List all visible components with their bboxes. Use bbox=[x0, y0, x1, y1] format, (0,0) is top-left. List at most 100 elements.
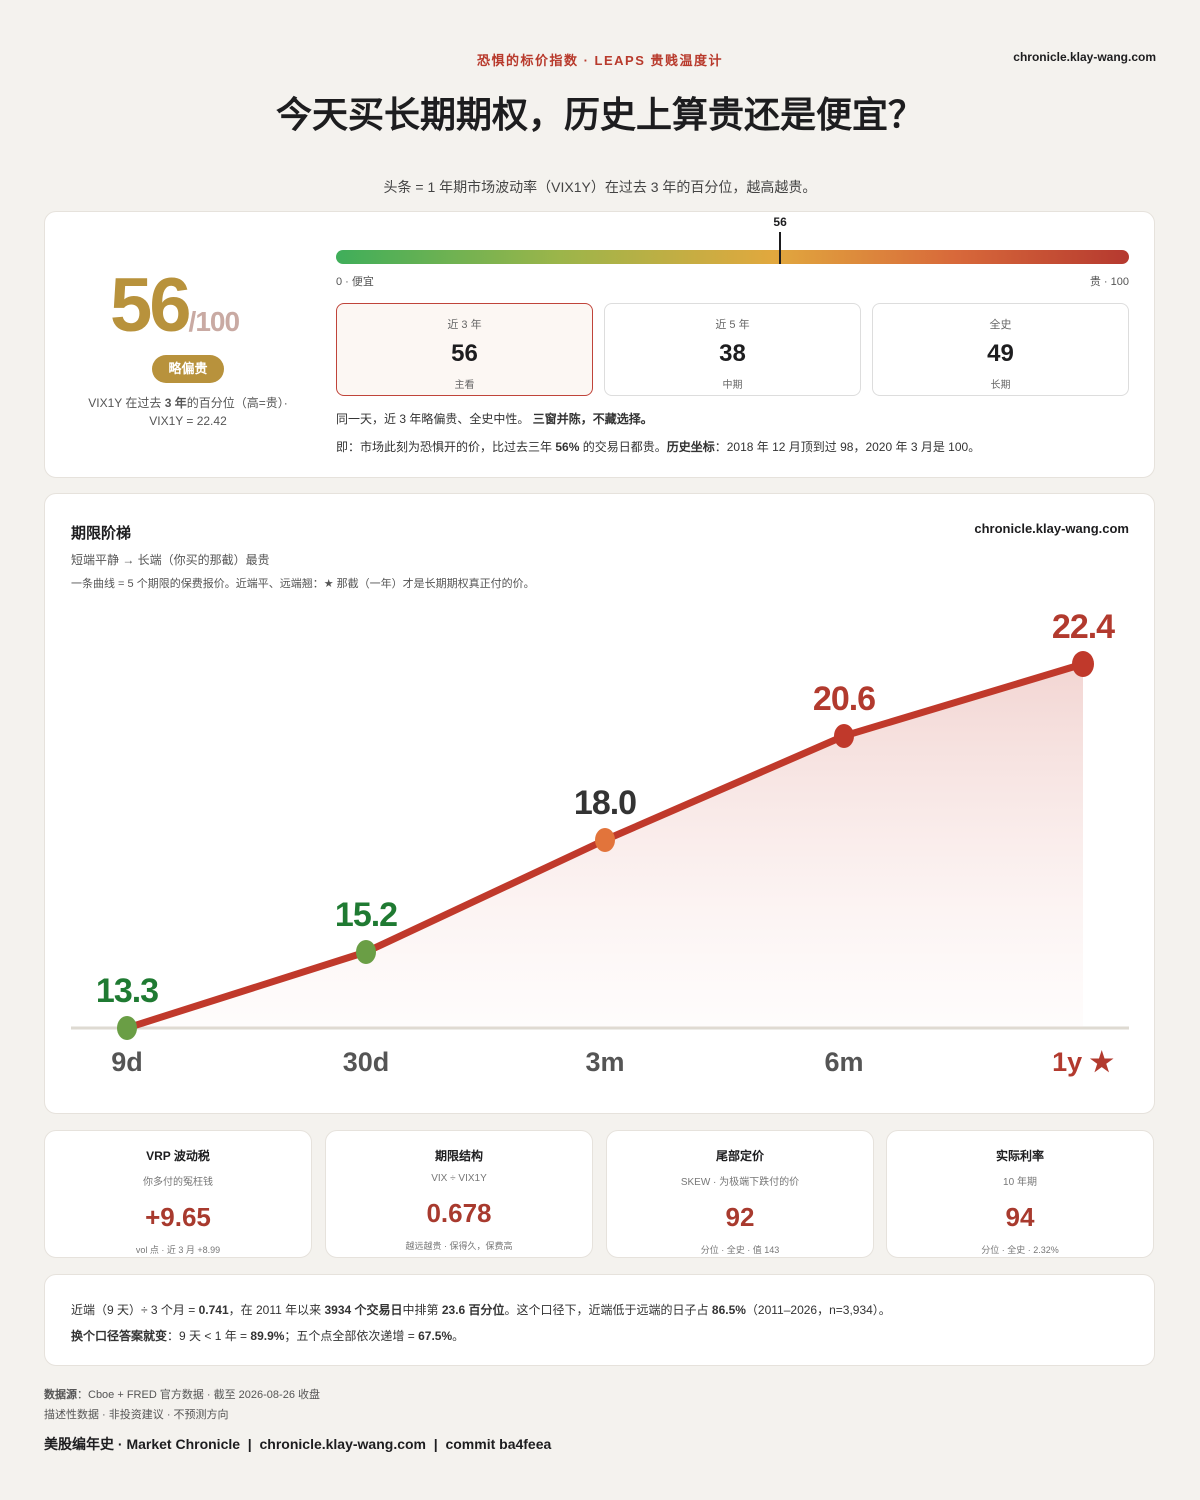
fn-bold: 0.741 bbox=[198, 1303, 229, 1317]
stat-sub: SKEW · 为极端下跌付的价 bbox=[680, 1177, 800, 1188]
source-text: ：Cboe + FRED 官方数据 · 截至 2026-08-26 收盘 bbox=[77, 1389, 320, 1401]
data-point bbox=[1072, 651, 1094, 677]
data-label: 15.2 bbox=[335, 896, 397, 934]
caption-bold: 3 年 bbox=[164, 396, 187, 410]
footnote-line-2: 换个口径答案就变：9 天 < 1 年 = 89.9%；五个点全部依次递增 = 6… bbox=[71, 1327, 464, 1344]
stat-card-term: 期限结构 VIX ÷ VIX1Y 0.678 越远越贵 · 保得久，保费高 bbox=[325, 1130, 593, 1258]
brand-footer[interactable]: 美股编年史 · Market Chronicle | chronicle.kla… bbox=[44, 1436, 552, 1452]
site-link[interactable]: chronicle.klay-wang.com bbox=[1013, 50, 1156, 64]
fn-bold: 3934 个交易日 bbox=[324, 1303, 403, 1317]
stat-foot: 越远越贵 · 保得久，保费高 bbox=[405, 1241, 513, 1251]
stat-card-vrp: VRP 波动税 你多付的冤枉钱 +9.65 vol 点 · 近 3 月 +8.9… bbox=[44, 1130, 312, 1258]
x-tick-label: 6m bbox=[824, 1047, 863, 1077]
fn-text: ：9 天 < 1 年 = bbox=[167, 1329, 251, 1343]
data-point bbox=[356, 940, 376, 964]
stat-foot: vol 点 · 近 3 月 +8.99 bbox=[135, 1245, 221, 1255]
data-label: 20.6 bbox=[813, 680, 875, 718]
score-caption: VIX1Y 在过去 3 年的百分位（高=贵）· VIX1Y = 22.42 bbox=[80, 394, 296, 430]
stat-value: 94 bbox=[1005, 1202, 1035, 1232]
gauge-note-1: 同一天，近 3 年略偏贵、全史中性。 三窗并陈，不藏选择。 bbox=[336, 410, 653, 427]
stat-foot: 分位 · 全史 · 值 143 bbox=[700, 1245, 780, 1255]
disclaimer: 描述性数据 · 非投资建议 · 不预测方向 bbox=[44, 1409, 229, 1421]
stat-title: 实际利率 bbox=[995, 1149, 1044, 1163]
note-bold: 历史坐标 bbox=[666, 440, 715, 454]
data-point bbox=[834, 724, 854, 748]
data-label: 13.3 bbox=[96, 972, 158, 1010]
score-value: 56/100 bbox=[110, 262, 280, 349]
score-denominator: /100 bbox=[188, 306, 240, 337]
note-text: ：2018 年 12 月顶到过 98，2020 年 3 月是 100。 bbox=[714, 440, 981, 454]
footnote-line-1: 近端（9 天）÷ 3 个月 = 0.741，在 2011 年以来 3934 个交… bbox=[71, 1301, 891, 1318]
source-line: 数据源：Cboe + FRED 官方数据 · 截至 2026-08-26 收盘 bbox=[44, 1386, 320, 1402]
window-value: 38 bbox=[719, 340, 746, 367]
note-text: 同一天，近 3 年略偏贵、全史中性。 bbox=[336, 412, 530, 426]
stat-value: +9.65 bbox=[145, 1202, 211, 1232]
stat-title: 尾部定价 bbox=[715, 1149, 764, 1163]
fn-text: （2011–2026，n=3,934）。 bbox=[745, 1303, 891, 1317]
fn-bold: 86.5% bbox=[711, 1303, 746, 1317]
fn-bold: 67.5% bbox=[418, 1329, 453, 1343]
source-label: 数据源 bbox=[44, 1389, 77, 1401]
window-label: 近 3 年 bbox=[447, 319, 482, 331]
window-value: 56 bbox=[451, 340, 478, 367]
stat-sub: VIX ÷ VIX1Y bbox=[431, 1173, 487, 1184]
kicker: 恐惧的标价指数 · LEAPS 贵贱温度计 bbox=[476, 53, 723, 68]
window-label: 近 5 年 bbox=[715, 319, 750, 331]
gauge-note-2: 即：市场此刻为恐惧开的价，比过去三年 56% 的交易日都贵。历史坐标：2018 … bbox=[336, 438, 980, 455]
window-card-5y[interactable]: 近 5 年 38 中期 bbox=[604, 303, 861, 396]
stat-card-real-rate: 实际利率 10 年期 94 分位 · 全史 · 2.32% bbox=[886, 1130, 1154, 1258]
window-sub: 主看 bbox=[454, 380, 475, 391]
chart-description: 一条曲线 = 5 个期限的保费报价。近端平、远端翘：★ 那截（一年）才是长期期权… bbox=[71, 578, 535, 590]
gauge-bar bbox=[336, 250, 1129, 264]
chart-title: 期限阶梯 bbox=[71, 525, 132, 542]
gauge-marker bbox=[779, 232, 782, 264]
fn-bold: 89.9% bbox=[250, 1329, 285, 1343]
chart-site-label: chronicle.klay-wang.com bbox=[974, 521, 1129, 536]
stat-sub: 10 年期 bbox=[1003, 1177, 1037, 1188]
x-tick-label: 1y ★ bbox=[1052, 1047, 1114, 1077]
fn-text: 。 bbox=[452, 1329, 465, 1343]
data-point bbox=[595, 828, 615, 852]
stat-sub: 你多付的冤枉钱 bbox=[143, 1177, 213, 1188]
caption-line2: VIX1Y = 22.42 bbox=[149, 414, 227, 428]
status-badge: 略偏贵 bbox=[152, 355, 224, 383]
stat-foot: 分位 · 全史 · 2.32% bbox=[981, 1245, 1059, 1255]
caption-text-2: 的百分位（高=贵）· bbox=[186, 396, 288, 410]
data-point bbox=[117, 1016, 137, 1040]
stat-title: 期限结构 bbox=[434, 1149, 483, 1163]
score-number: 56 bbox=[110, 263, 192, 348]
fn-bold: 换个口径答案就变 bbox=[71, 1329, 168, 1343]
fn-text: ；五个点全部依次递增 = bbox=[284, 1329, 419, 1343]
fn-bold: 23.6 百分位 bbox=[441, 1303, 505, 1317]
caption-text: VIX1Y 在过去 bbox=[88, 396, 165, 410]
stat-value: 0.678 bbox=[426, 1198, 492, 1228]
window-card-3y[interactable]: 近 3 年 56 主看 bbox=[336, 303, 593, 396]
note-bold: 三窗并陈，不藏选择。 bbox=[532, 412, 653, 426]
window-sub: 长期 bbox=[990, 380, 1011, 391]
fn-text: 中排第 bbox=[402, 1303, 442, 1317]
x-tick-label: 3m bbox=[585, 1047, 624, 1077]
footnote-card bbox=[44, 1274, 1155, 1366]
note-bold: 56% bbox=[555, 440, 580, 454]
gauge-marker-label: 56 bbox=[773, 215, 787, 229]
window-value: 49 bbox=[987, 340, 1014, 367]
page-title: 今天买长期期权，历史上算贵还是便宜？ bbox=[275, 94, 924, 135]
window-sub: 中期 bbox=[722, 380, 743, 391]
x-tick-label: 9d bbox=[111, 1047, 143, 1077]
stat-value: 92 bbox=[725, 1202, 755, 1232]
window-card-all[interactable]: 全史 49 长期 bbox=[872, 303, 1129, 396]
window-label: 全史 bbox=[989, 319, 1012, 331]
chart-subtitle: 短端平静 → 长端（你买的那截）最贵 bbox=[71, 553, 270, 567]
fn-text: 。这个口径下，近端低于远端的日子占 bbox=[504, 1303, 712, 1317]
data-label: 18.0 bbox=[574, 784, 636, 822]
stat-title: VRP 波动税 bbox=[146, 1149, 210, 1163]
note-text: 的交易日都贵。 bbox=[579, 440, 667, 454]
stat-card-skew: 尾部定价 SKEW · 为极端下跌付的价 92 分位 · 全史 · 值 143 bbox=[606, 1130, 874, 1258]
data-label: 22.4 bbox=[1052, 608, 1115, 646]
x-tick-label: 30d bbox=[343, 1047, 390, 1077]
fn-text: ，在 2011 年以来 bbox=[228, 1303, 325, 1317]
note-text: 即：市场此刻为恐惧开的价，比过去三年 bbox=[336, 440, 556, 454]
gauge-low-label: 0 · 便宜 bbox=[336, 276, 374, 288]
page-subtitle: 头条 = 1 年期市场波动率（VIX1Y）在过去 3 年的百分位，越高越贵。 bbox=[383, 179, 817, 195]
